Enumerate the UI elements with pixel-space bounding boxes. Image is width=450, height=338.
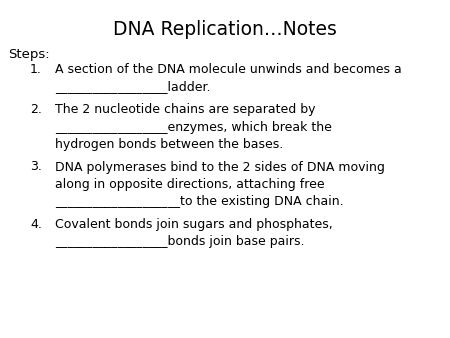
Text: DNA Replication…Notes: DNA Replication…Notes [113,20,337,39]
Text: __________________bonds join base pairs.: __________________bonds join base pairs. [55,236,305,248]
Text: __________________ladder.: __________________ladder. [55,80,211,94]
Text: The 2 nucleotide chains are separated by: The 2 nucleotide chains are separated by [55,103,315,116]
Text: DNA polymerases bind to the 2 sides of DNA moving: DNA polymerases bind to the 2 sides of D… [55,161,385,173]
Text: __________________enzymes, which break the: __________________enzymes, which break t… [55,121,332,134]
Text: A section of the DNA molecule unwinds and becomes a: A section of the DNA molecule unwinds an… [55,63,402,76]
Text: 1.: 1. [30,63,42,76]
Text: 2.: 2. [30,103,42,116]
Text: 3.: 3. [30,161,42,173]
Text: along in opposite directions, attaching free: along in opposite directions, attaching … [55,178,324,191]
Text: hydrogen bonds between the bases.: hydrogen bonds between the bases. [55,138,283,151]
Text: ____________________to the existing DNA chain.: ____________________to the existing DNA … [55,195,344,209]
Text: 4.: 4. [30,218,42,231]
Text: Covalent bonds join sugars and phosphates,: Covalent bonds join sugars and phosphate… [55,218,333,231]
Text: Steps:: Steps: [8,48,50,61]
